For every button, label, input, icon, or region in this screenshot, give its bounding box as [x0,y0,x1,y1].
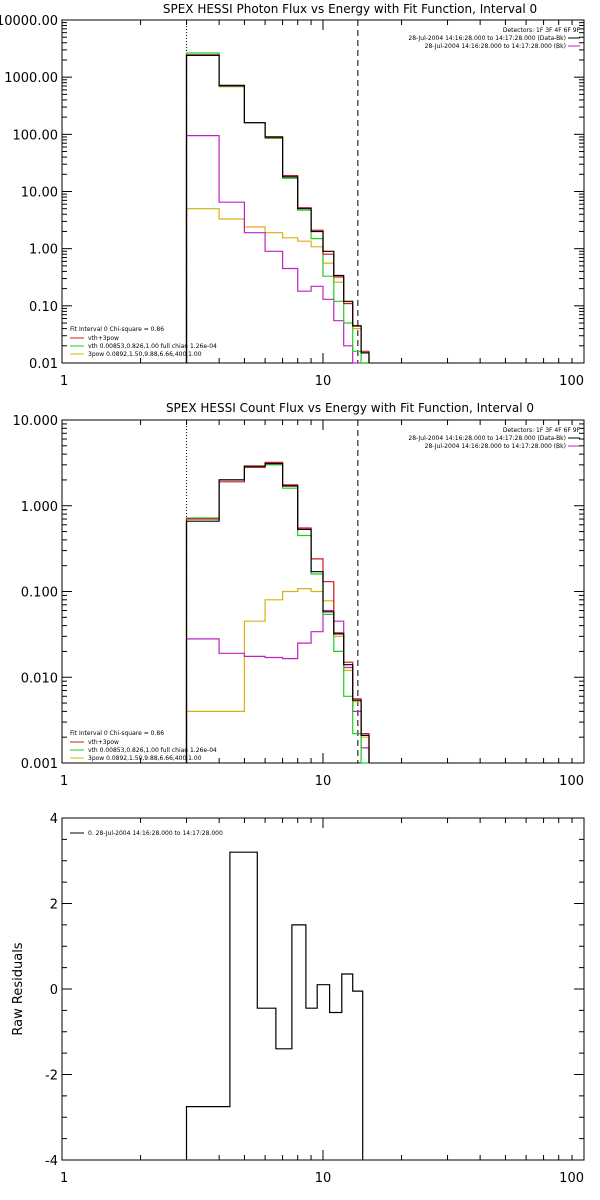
count-fit-interval-label: Fit Interval 0 Chi-square = 0.86 [70,730,164,737]
series-line-data [185,54,370,363]
series-line-0-28-jul-2004-14-16-28-000-to-14-17-28-000 [185,851,364,1160]
photon-legend-3pow-label: 3pow 0.0892,1.50,9.88,6.66,400,1.00 [88,351,202,358]
y-tick-label: 0.10 [29,300,58,315]
y-tick-label: 10.00 [21,186,58,201]
residuals-y-axis-label: Raw Residuals [11,942,26,1035]
series-line-vth [185,52,369,364]
y-tick-label: 0.001 [21,757,58,772]
series-line-bpow [185,588,370,763]
x-tick-label: 10 [315,1171,332,1186]
x-tick-label: 100 [559,774,584,789]
photon-data-bk-label: 28-Jul-2004 14:16:28.000 to 14:17:28.000… [408,35,566,42]
photon-fit-interval-label: Fit Interval 0 Chi-square = 0.86 [70,326,164,333]
y-tick-label: 0.100 [21,586,58,601]
y-tick-label: 1.000 [21,500,58,515]
y-tick-label: 10.000 [13,414,59,429]
x-tick-label: 10 [315,774,332,789]
series-line-vth [185,464,369,764]
series-line-data [185,463,370,763]
y-tick-label: -4 [45,1154,58,1169]
y-tick-label: 0.010 [21,671,58,686]
y-tick-label: 100.00 [13,128,59,143]
photon-bk-label: 28-Jul-2004 14:16:28.000 to 14:17:28.000… [425,43,566,50]
series-line-total [185,461,370,763]
series-line-bpow [185,208,370,363]
count-detectors-label: Detectors: 1F 3F 4F 6F 9F [503,427,581,434]
series-line-3pow [185,135,369,364]
y-tick-label: 2 [50,898,58,913]
x-tick-label: 10 [315,374,332,389]
residuals-legend-label: 0. 28-Jul-2004 14:16:28.000 to 14:17:28.… [88,830,223,837]
count-legend-vth-label: vth 0.00853,0.826,1.00 full chian 1.26e-… [88,747,217,754]
y-tick-label: -2 [45,1069,58,1084]
count-data-bk-label: 28-Jul-2004 14:16:28.000 to 14:17:28.000… [408,435,566,442]
photon-legend-vth-label: vth 0.00853,0.826,1.00 full chian 1.26e-… [88,343,217,350]
residuals-plot-frame [61,817,585,1161]
y-tick-label: 1000.00 [4,71,58,86]
x-tick-label: 100 [559,1171,584,1186]
count-legend-3pow-label: 3pow 0.0892,1.50,9.88,6.66,400,1.00 [88,755,202,762]
x-tick-label: 1 [60,374,68,389]
count-legend-total-label: vth+3pow [88,739,119,746]
y-tick-label: 0 [50,983,58,998]
y-tick-label: 10000.00 [0,14,58,29]
count-bk-label: 28-Jul-2004 14:16:28.000 to 14:17:28.000… [425,443,566,450]
x-tick-label: 1 [60,774,68,789]
photon-flux-title: SPEX HESSI Photon Flux vs Energy with Fi… [163,2,537,16]
photon-legend-total-label: vth+3pow [88,335,119,342]
photon-flux-plot-frame [61,19,585,364]
y-tick-label: 4 [50,812,58,827]
count-flux-title: SPEX HESSI Count Flux vs Energy with Fit… [166,401,534,415]
y-tick-label: 1.00 [29,243,58,258]
photon-flux-panel: SPEX HESSI Photon Flux vs Energy with Fi… [0,2,585,389]
y-tick-label: 0.01 [29,357,58,372]
x-tick-label: 100 [559,374,584,389]
residuals-panel: Raw Residuals 0. 28-Jul-2004 14:16:28.00… [11,812,585,1186]
count-flux-panel: SPEX HESSI Count Flux vs Energy with Fit… [13,401,585,789]
x-tick-label: 1 [60,1171,68,1186]
photon-detectors-label: Detectors: 1F 3F 4F 6F 9F [503,27,581,34]
